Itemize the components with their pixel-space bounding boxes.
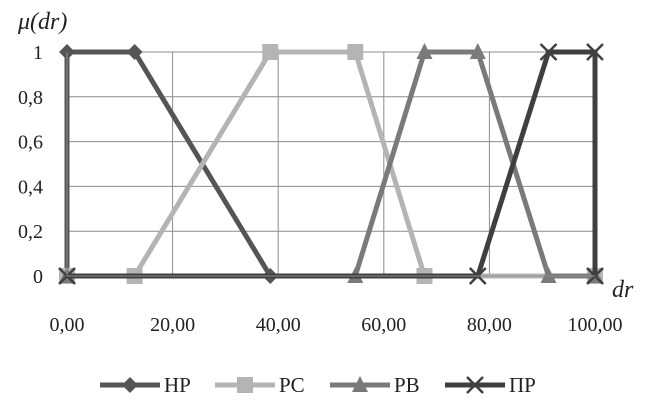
data-point-3-2 — [539, 43, 558, 61]
grid — [67, 51, 596, 276]
data-point-2-3 — [469, 43, 486, 59]
y-tick-label-4: 0,8 — [18, 87, 43, 109]
data-point-0-2 — [126, 44, 143, 60]
data-point-1-2 — [262, 44, 279, 60]
series-line-1 — [67, 49, 595, 279]
x-tick-label-4: 80,00 — [467, 314, 512, 336]
legend-item-1: PC — [215, 373, 305, 397]
legend-item-2: PB — [330, 373, 420, 397]
legend-label-3: ПР — [509, 373, 536, 397]
y-tick-label-3: 0,6 — [18, 132, 43, 154]
x-tick-label-0: 0,00 — [50, 314, 85, 336]
data-point-1-3 — [347, 44, 364, 60]
series-1 — [59, 44, 603, 284]
legend-marker-1 — [237, 377, 253, 393]
x-axis-title: dr — [612, 277, 634, 303]
series-line-3 — [67, 49, 598, 279]
series-lines — [58, 43, 604, 285]
legend-marker-0 — [122, 377, 138, 393]
axes: 0 0,2 0,4 0,6 0,8 1 0,00 20,00 40,00 60,00 80,00 10… — [17, 9, 634, 336]
legend-label-2: PB — [394, 373, 420, 397]
legend-item-0: HP — [100, 373, 191, 397]
y-tick-label-0: 0 — [33, 266, 43, 288]
series-0 — [59, 44, 603, 284]
legend-marker-3 — [466, 376, 484, 394]
series-2 — [59, 43, 603, 283]
x-tick-label-3: 60,00 — [361, 314, 406, 336]
legend-marker-2 — [352, 376, 368, 392]
data-point-3-3 — [586, 43, 604, 61]
series-line-2 — [67, 49, 595, 279]
y-tick-label-1: 0,2 — [18, 221, 43, 243]
x-tick-label-2: 40,00 — [256, 314, 301, 336]
legend-label-1: PC — [279, 373, 305, 397]
x-tick-label-5: 100,00 — [568, 314, 623, 336]
series-3 — [58, 43, 604, 285]
y-axis-title: μ(dr) — [17, 9, 67, 35]
data-point-2-4 — [540, 267, 557, 283]
data-point-2-2 — [416, 43, 433, 59]
x-tick-label-1: 20,00 — [150, 314, 195, 336]
y-tick-label-5: 1 — [33, 42, 43, 64]
legend-item-3: ПР — [445, 373, 536, 397]
legend-label-0: HP — [164, 373, 191, 397]
y-tick-label-2: 0,4 — [18, 176, 43, 198]
series-line-0 — [64, 49, 595, 279]
legend: HP PC PB ПР — [100, 373, 536, 397]
